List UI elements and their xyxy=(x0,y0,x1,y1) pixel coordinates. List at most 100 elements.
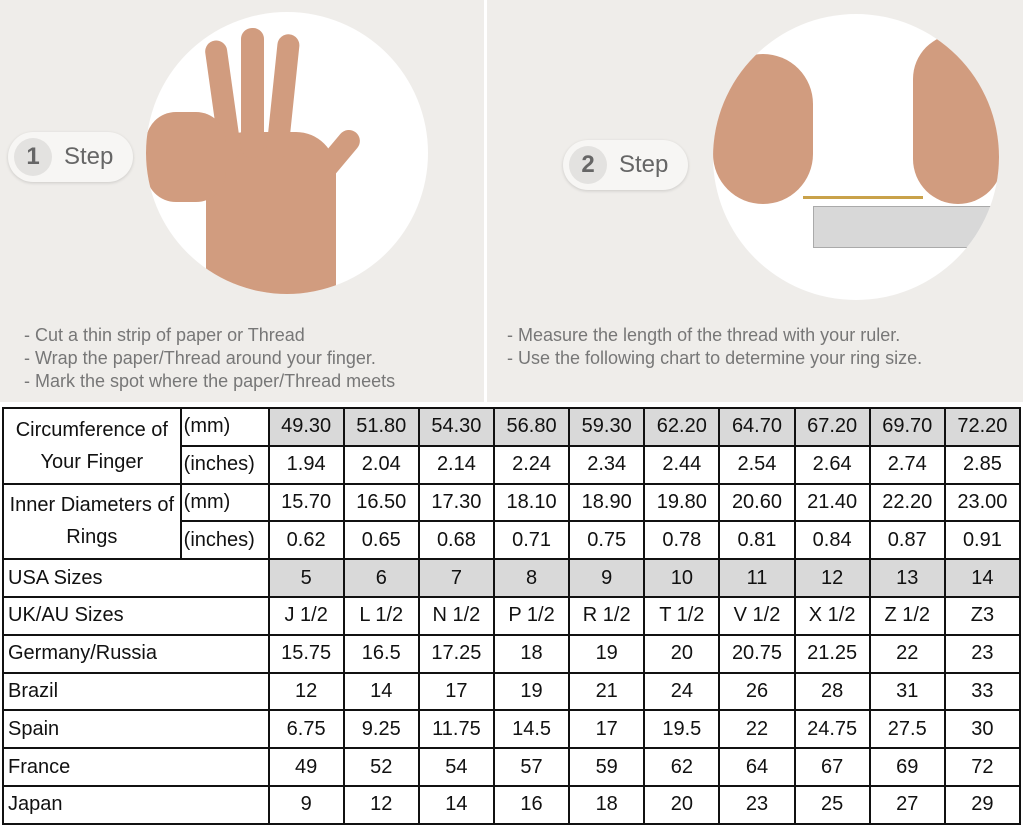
size-cell: 49.30 xyxy=(267,407,345,447)
size-cell: 24 xyxy=(643,671,721,712)
table-row: Spain 6.75 9.25 11.75 14.5 17 19.5 22 24.75 27.5 3… xyxy=(2,709,1022,750)
size-cell: 2.24 xyxy=(492,444,571,485)
size-cell: 2.14 xyxy=(417,444,495,485)
size-cell: 9.25 xyxy=(342,709,420,750)
size-cell: 2.04 xyxy=(342,444,420,485)
step2-instructions: - Measure the length of the thread with … xyxy=(507,324,922,370)
size-cell: 12 xyxy=(793,558,871,598)
size-cell: 62.20 xyxy=(643,407,721,447)
size-cell: V 1/2 xyxy=(718,595,796,636)
size-cell: 17.25 xyxy=(417,633,495,674)
size-cell: 20 xyxy=(643,633,721,674)
size-cell: 18 xyxy=(568,784,646,825)
size-cell: 22.20 xyxy=(868,482,946,523)
row-label: Japan xyxy=(2,784,270,825)
unit-inches: (inches) xyxy=(179,444,270,485)
row-label: Brazil xyxy=(2,671,270,712)
size-cell: 27 xyxy=(868,784,946,825)
size-cell: 19 xyxy=(492,671,571,712)
size-cell: 11 xyxy=(718,558,796,598)
size-cell: 19 xyxy=(568,633,646,674)
size-cell: 23 xyxy=(943,633,1022,674)
size-cell: 19.80 xyxy=(643,482,721,523)
inner-mm-row: Inner Diameters of Rings (mm) 15.70 16.50 17… xyxy=(2,482,1022,561)
row-label: France xyxy=(2,747,270,787)
size-cell: 31 xyxy=(868,671,946,712)
size-cell: 30 xyxy=(943,709,1022,750)
size-cell: 2.64 xyxy=(793,444,871,485)
size-cell: 56.80 xyxy=(492,407,571,447)
size-cell: 21 xyxy=(568,671,646,712)
step1-badge: 1 Step xyxy=(8,132,134,182)
instruction: - Cut a thin strip of paper or Thread xyxy=(24,325,305,345)
size-cell: 0.81 xyxy=(718,520,796,561)
size-cell: X 1/2 xyxy=(793,595,871,636)
size-cell: 0.68 xyxy=(417,520,495,561)
size-cell: 9 xyxy=(568,558,646,598)
instruction: - Wrap the paper/Thread around your fing… xyxy=(24,348,376,368)
table-row: Japan 9 12 14 16 18 20 23 25 27 29 xyxy=(2,784,1022,825)
size-cell: 17.30 xyxy=(417,482,495,523)
size-cell: 11.75 xyxy=(417,709,495,750)
size-cell: 67 xyxy=(793,747,871,787)
size-cell: 14 xyxy=(417,784,495,825)
size-cell: 2.74 xyxy=(868,444,946,485)
unit-mm: (mm) xyxy=(179,482,270,523)
size-cell: N 1/2 xyxy=(417,595,495,636)
circumference-inches-row: (inches) 1.94 2.04 2.14 2.24 2.34 2.44 2.54 2.64… xyxy=(3,444,1022,485)
size-cell: 16.50 xyxy=(342,482,420,523)
size-cell: 52 xyxy=(342,747,420,787)
size-cell: 26 xyxy=(718,671,796,712)
size-cell: 33 xyxy=(943,671,1022,712)
inner-inches-row: (inches) 0.62 0.65 0.68 0.71 0.75 0.78 0.81 0.84… xyxy=(3,520,1022,561)
size-cell: 54 xyxy=(417,747,495,787)
inner-label: Inner Diameters of Rings xyxy=(2,482,182,561)
size-cell: 54.30 xyxy=(417,407,495,447)
size-cell: 22 xyxy=(718,709,796,750)
row-label: USA Sizes xyxy=(2,558,270,598)
size-cell: P 1/2 xyxy=(492,595,571,636)
size-cell: 27.5 xyxy=(868,709,946,750)
size-cell: 1.94 xyxy=(267,444,345,485)
size-cell: 20.60 xyxy=(718,482,796,523)
size-cell: 16.5 xyxy=(342,633,420,674)
row-label: UK/AU Sizes xyxy=(2,595,270,636)
size-cell: 49 xyxy=(267,747,345,787)
row-label: Spain xyxy=(2,709,270,750)
size-cell: 20 xyxy=(643,784,721,825)
size-cell: Z3 xyxy=(943,595,1022,636)
size-cell: 0.62 xyxy=(267,520,345,561)
size-cell: 0.65 xyxy=(342,520,420,561)
circumference-label: Circumference of Your Finger xyxy=(2,407,182,485)
size-cell: 6.75 xyxy=(267,709,345,750)
size-cell: 62 xyxy=(643,747,721,787)
size-cell: 14 xyxy=(342,671,420,712)
size-cell: 18 xyxy=(492,633,571,674)
instruction: - Use the following chart to determine y… xyxy=(507,348,923,368)
size-cell: 59 xyxy=(568,747,646,787)
size-cell: 15.75 xyxy=(267,633,345,674)
size-cell: 5 xyxy=(267,558,345,598)
size-cell: 14 xyxy=(943,558,1022,598)
step2-number: 2 xyxy=(569,146,607,184)
ring-size-table: Circumference of Your Finger (mm) 49.30 51.… xyxy=(2,407,1022,825)
size-cell: 0.78 xyxy=(643,520,721,561)
size-cell: L 1/2 xyxy=(342,595,420,636)
size-cell: 64 xyxy=(718,747,796,787)
size-cell: 28 xyxy=(793,671,871,712)
size-cell: 0.87 xyxy=(868,520,946,561)
size-cell: 51.80 xyxy=(342,407,420,447)
size-cell: 18.90 xyxy=(568,482,646,523)
size-cell: 10 xyxy=(643,558,721,598)
size-cell: 2.44 xyxy=(643,444,721,485)
size-cell: 72 xyxy=(943,747,1022,787)
size-cell: 13 xyxy=(868,558,946,598)
table-row: UK/AU Sizes J 1/2 L 1/2 N 1/2 P 1/2 R 1/2 T 1/… xyxy=(2,595,1022,636)
table-row: Brazil 12 14 17 19 21 24 26 28 31 33 xyxy=(2,671,1022,712)
instruction: - Mark the spot where the paper/Thread m… xyxy=(24,371,396,391)
size-cell: 69 xyxy=(868,747,946,787)
size-cell: 8 xyxy=(492,558,571,598)
size-cell: 2.54 xyxy=(718,444,796,485)
step1-label: Step xyxy=(64,143,114,170)
size-cell: 25 xyxy=(793,784,871,825)
